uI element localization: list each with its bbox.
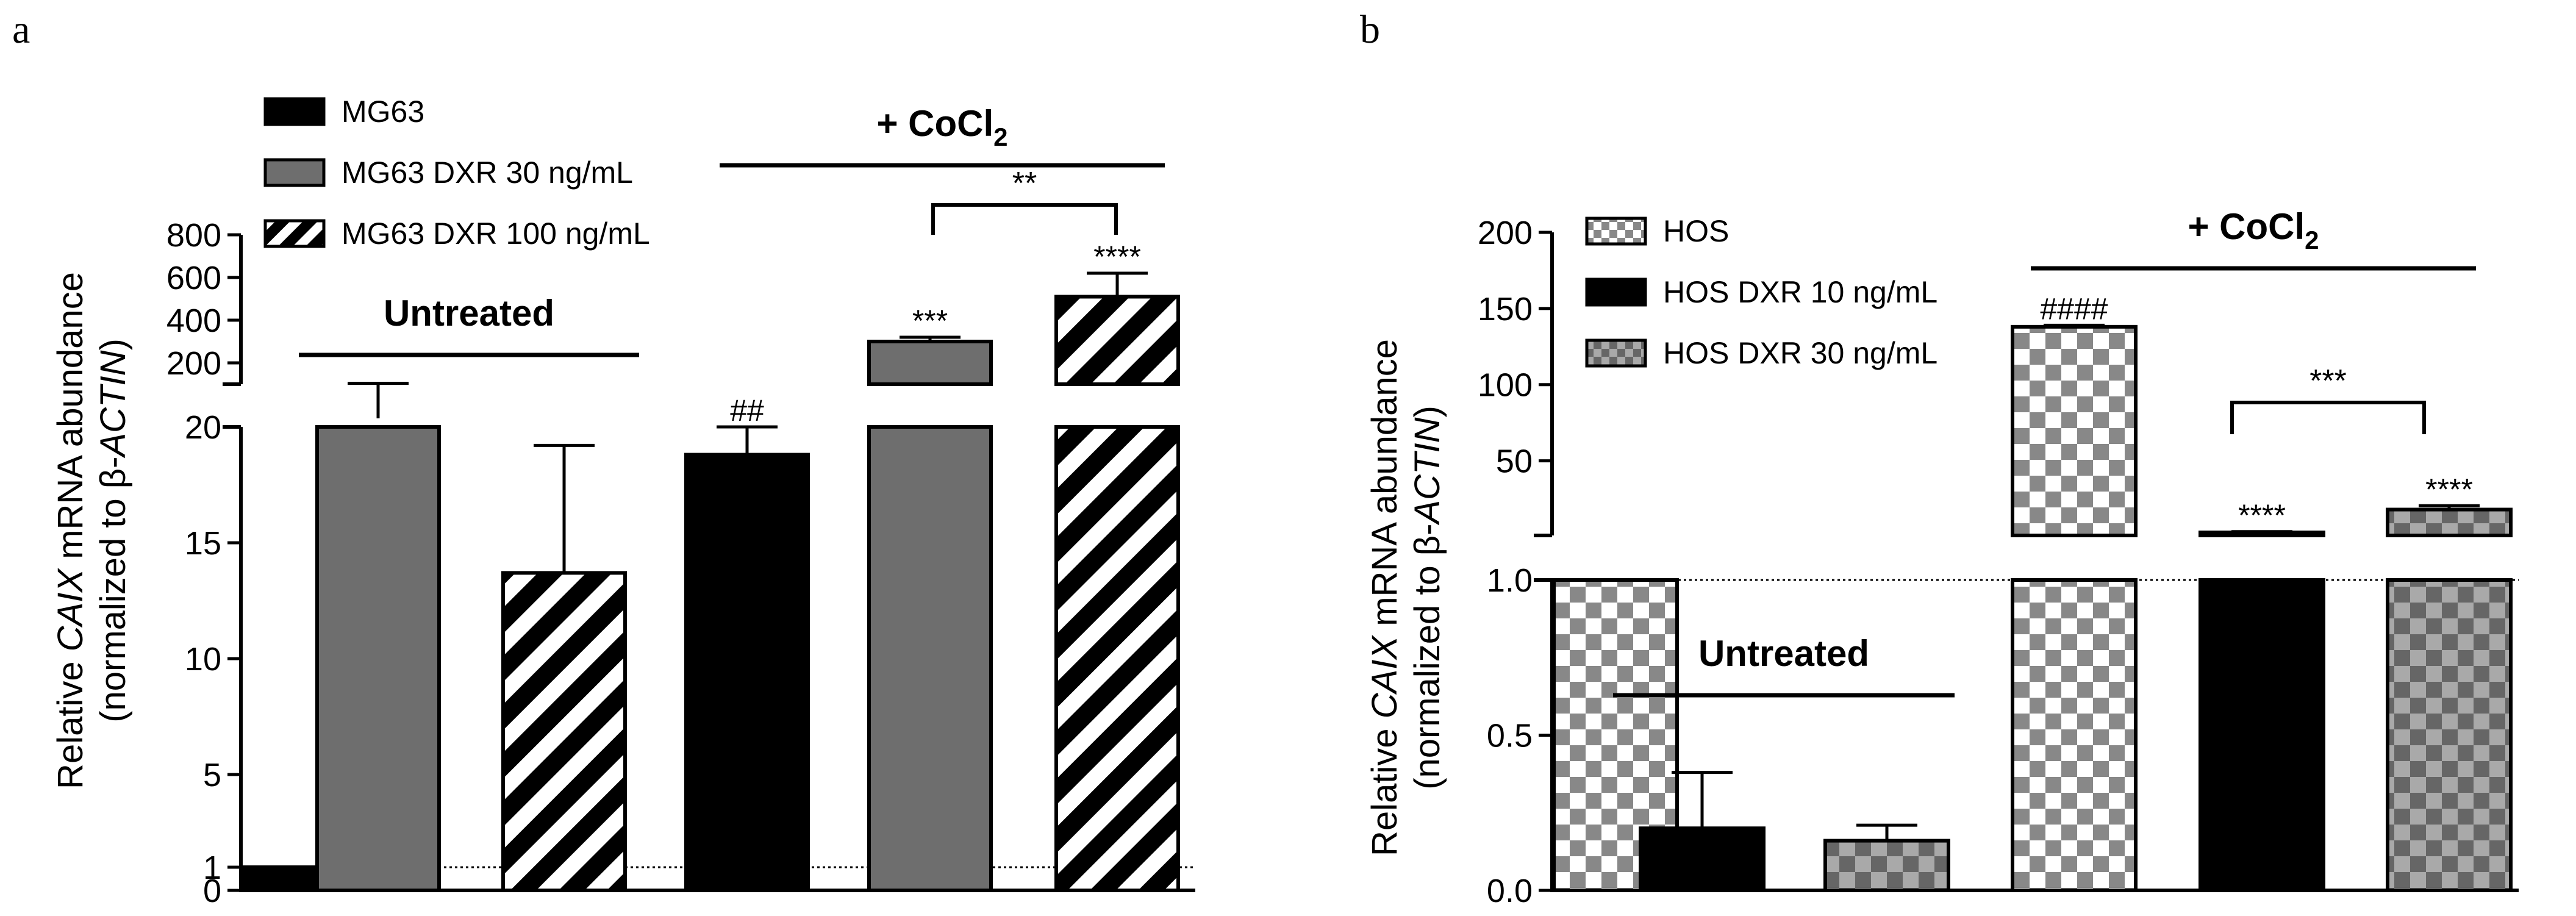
bar xyxy=(1823,839,1950,893)
comparison-bracket-label: *** xyxy=(2309,363,2347,399)
y-tick-label: 200 xyxy=(166,345,221,382)
panel-b-chart: b Relative CAIX mRNA abundance(normalized… xyxy=(1360,7,2519,909)
bar-group xyxy=(315,382,441,892)
y-axis-label-part: ) xyxy=(93,338,133,350)
y-tick-label: 1 xyxy=(203,850,221,886)
panel-label: b xyxy=(1360,7,1380,52)
y-tick-label: 0 xyxy=(203,873,221,909)
y-axis-label-part: CAIX xyxy=(1365,635,1404,719)
legend-swatch xyxy=(1585,277,1647,307)
panel-a-chart: a Relative CAIX mRNA abundance(normalized… xyxy=(12,7,1195,909)
bar-group: #### xyxy=(2011,292,2138,892)
y-axis-label-part: Relative xyxy=(1365,718,1404,856)
treated-label-subscript: 2 xyxy=(2305,226,2319,254)
legend-swatch xyxy=(1585,338,1647,368)
bar-lower-segment xyxy=(315,425,441,892)
significance-label: **** xyxy=(1093,240,1141,274)
bar-lower-segment xyxy=(2011,578,2138,892)
bar-group xyxy=(501,443,627,892)
legend-item: HOS DXR 30 ng/mL xyxy=(1585,336,1937,370)
y-tick-label: 1.0 xyxy=(1487,562,1533,599)
bar-group: **** xyxy=(2386,472,2513,892)
bar-lower-segment xyxy=(1054,425,1180,892)
legend-item: HOS DXR 10 ng/mL xyxy=(1585,275,1937,309)
y-tick-label: 400 xyxy=(166,302,221,339)
bar-lower-segment xyxy=(2199,578,2325,892)
bar xyxy=(1639,826,1766,892)
y-axis-label-part: (normalized to β- xyxy=(93,457,133,723)
y-tick-label: 15 xyxy=(185,525,221,562)
legend-item: MG63 DXR 100 ng/mL xyxy=(263,216,650,251)
significance-label: ## xyxy=(730,393,764,428)
legend-swatch xyxy=(1585,216,1647,246)
y-tick-label: 0.0 xyxy=(1487,873,1533,909)
untreated-group-label: Untreated xyxy=(384,293,554,334)
y-tick-label: 50 xyxy=(1496,443,1533,480)
y-axis-label: Relative CAIX mRNA abundance xyxy=(51,272,90,789)
bar xyxy=(684,453,810,892)
legend-label: HOS DXR 30 ng/mL xyxy=(1663,336,1937,370)
y-tick-label: 150 xyxy=(1478,291,1533,327)
significance-label: #### xyxy=(2040,292,2108,326)
treated-label-subscript: 2 xyxy=(993,123,1007,151)
legend-label: HOS DXR 10 ng/mL xyxy=(1663,275,1937,309)
bar-group xyxy=(1639,771,1766,892)
legend-swatch xyxy=(263,158,326,187)
treated-group-label: + CoCl2 xyxy=(876,103,1007,151)
bar-lower-segment xyxy=(2386,578,2513,892)
y-tick-label: 5 xyxy=(203,757,221,793)
comparison-bracket xyxy=(2230,401,2426,434)
legend-label: MG63 DXR 30 ng/mL xyxy=(342,156,633,190)
legend-item: HOS xyxy=(1585,214,1729,248)
y-tick-label: 0.5 xyxy=(1487,718,1533,754)
bar-group: ## xyxy=(684,393,810,892)
y-axis-label-part: ) xyxy=(1408,406,1447,417)
significance-label: **** xyxy=(2425,472,2473,506)
y-axis-label-part: mRNA abundance xyxy=(1365,339,1404,636)
bar-group: *** xyxy=(867,304,993,892)
y-tick-label: 10 xyxy=(185,641,221,678)
treated-label-text: + CoCl xyxy=(2188,206,2305,247)
bar-upper-segment xyxy=(867,340,993,386)
comparison-bracket-label: ** xyxy=(1012,166,1037,201)
y-axis-label-part: (normalized to β- xyxy=(1408,524,1447,790)
y-tick-label: 100 xyxy=(1478,367,1533,404)
y-axis-label-part: CAIX xyxy=(51,568,90,652)
comparison-bracket xyxy=(931,203,1118,235)
legend-item: MG63 xyxy=(263,95,424,129)
legend-label: MG63 DXR 100 ng/mL xyxy=(342,216,650,251)
bar-group: **** xyxy=(2199,498,2325,892)
bar-group xyxy=(1823,823,1950,893)
y-axis-label-line2: (normalized to β-ACTIN) xyxy=(1408,406,1447,790)
y-tick-label: 600 xyxy=(166,260,221,296)
y-tick-label: 800 xyxy=(166,217,221,254)
untreated-group-label: Untreated xyxy=(1698,633,1869,674)
y-tick-label: 200 xyxy=(1478,215,1533,251)
legend-label: HOS xyxy=(1663,214,1729,248)
bar-group: **** xyxy=(1054,240,1180,892)
y-axis-label-part: ACTIN xyxy=(1408,417,1447,525)
panel-label: a xyxy=(12,7,30,52)
bar-upper-segment xyxy=(2386,507,2513,538)
bar-upper-segment xyxy=(2011,324,2138,538)
significance-label: *** xyxy=(912,304,948,338)
y-axis-label: Relative CAIX mRNA abundance xyxy=(1365,339,1404,856)
significance-label: **** xyxy=(2238,498,2286,532)
legend-label: MG63 xyxy=(342,95,424,129)
y-axis-label-line2: (normalized to β-ACTIN) xyxy=(93,338,133,723)
treated-label-text: + CoCl xyxy=(876,103,993,144)
legend-swatch xyxy=(263,97,326,126)
legend-item: MG63 DXR 30 ng/mL xyxy=(263,156,633,190)
legend-swatch xyxy=(263,219,326,248)
bar xyxy=(501,571,627,892)
y-axis-label-part: mRNA abundance xyxy=(51,272,90,569)
treated-group-label: + CoCl2 xyxy=(2188,206,2319,254)
y-axis-label-part: Relative xyxy=(51,651,90,789)
y-axis-label-part: ACTIN xyxy=(93,350,133,458)
bar-lower-segment xyxy=(867,425,993,892)
bar-upper-segment xyxy=(1054,295,1180,386)
y-tick-label: 20 xyxy=(185,409,221,446)
